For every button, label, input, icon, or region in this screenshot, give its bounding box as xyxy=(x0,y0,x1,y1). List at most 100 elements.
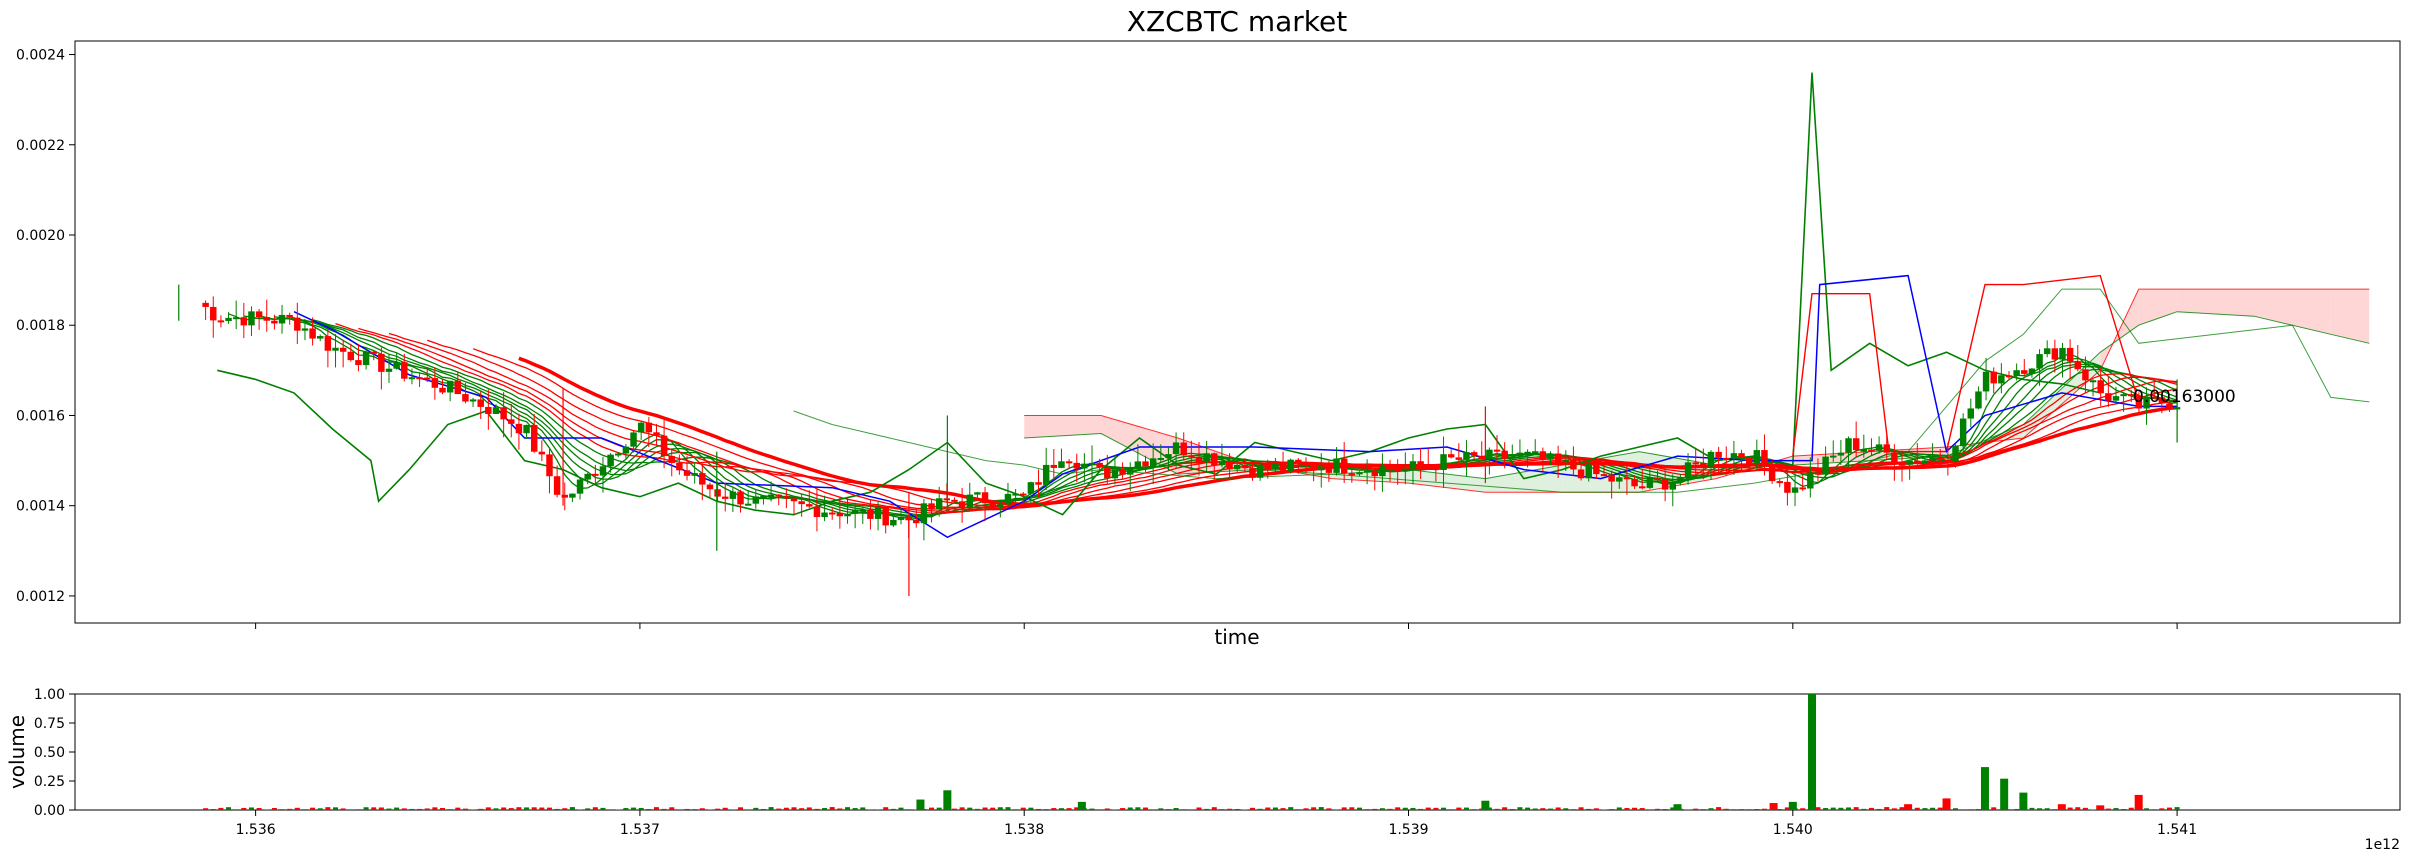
volume-x-tick-label: 1.539 xyxy=(1388,822,1428,838)
candle-down xyxy=(668,456,675,463)
volume-bar xyxy=(1716,807,1722,810)
candle-down xyxy=(355,360,362,366)
candle-up xyxy=(844,513,851,517)
volume-bar xyxy=(1013,809,1019,810)
volume-bar xyxy=(1914,807,1920,810)
volume-spike xyxy=(1788,801,1797,810)
candle-down xyxy=(1386,466,1394,470)
candle-down xyxy=(1608,474,1615,482)
candle-down xyxy=(1020,493,1027,496)
volume-bar xyxy=(1800,808,1806,810)
candle-up xyxy=(1463,452,1470,460)
candle-up xyxy=(362,351,370,366)
volume-bar xyxy=(2052,809,2058,810)
candle-up xyxy=(2013,370,2020,376)
volume-x-tick-label: 1.536 xyxy=(236,822,276,838)
volume-bar xyxy=(1204,808,1210,810)
volume-bar xyxy=(348,809,354,810)
volume-bar xyxy=(1326,808,1332,810)
candle-up xyxy=(1646,478,1654,488)
volume-bar xyxy=(1395,807,1401,810)
candle-down xyxy=(500,407,507,420)
volume-spike xyxy=(1980,767,1989,810)
candle-down xyxy=(1883,444,1890,453)
volume-bar xyxy=(203,808,209,810)
candle-down xyxy=(1035,482,1042,485)
y-tick-label: 0.0016 xyxy=(16,408,65,424)
volume-bar xyxy=(1005,807,1011,810)
candle-up xyxy=(1081,463,1088,469)
volume-bar xyxy=(1372,808,1378,810)
candle-up xyxy=(1952,446,1959,462)
candle-up xyxy=(2143,396,2150,409)
candle-down xyxy=(1738,453,1745,458)
volume-bar xyxy=(241,807,247,810)
candle-up xyxy=(1012,493,1019,496)
volume-y-tick-label: 0.50 xyxy=(34,745,65,761)
candle-down xyxy=(798,501,805,505)
volume-bar xyxy=(248,807,254,810)
candle-up xyxy=(1149,458,1157,467)
candle-down xyxy=(1447,454,1455,458)
volume-bar xyxy=(1930,807,1936,810)
candle-down xyxy=(2051,348,2059,360)
volume-bar xyxy=(2151,809,2157,810)
volume-bar xyxy=(1418,808,1424,810)
volume-bar xyxy=(1311,807,1317,810)
volume-spike xyxy=(2057,804,2066,810)
candle-down xyxy=(1570,460,1577,470)
candle-up xyxy=(1982,371,1990,392)
volume-bar xyxy=(485,807,491,810)
candle-down xyxy=(1104,467,1111,479)
volume-bar xyxy=(508,808,514,810)
candle-down xyxy=(347,351,355,361)
candle-down xyxy=(882,507,889,526)
leading-span-line xyxy=(793,288,2370,493)
candle-up xyxy=(1975,391,1982,409)
candle-down xyxy=(1142,461,1149,467)
volume-y-ticks: 0.00 0.25 0.50 0.75 1.00 xyxy=(34,687,75,819)
volume-bar xyxy=(799,808,805,810)
candle-up xyxy=(1677,477,1684,483)
volume-bar xyxy=(1975,809,1981,810)
candle-up xyxy=(1807,472,1814,489)
candle-up xyxy=(1860,449,1868,452)
volume-bar xyxy=(1525,807,1531,810)
volume-bar xyxy=(1219,809,1225,810)
candle-down xyxy=(828,512,836,515)
volume-bar xyxy=(371,807,377,810)
cloud-segment xyxy=(2023,352,2101,439)
volume-bar xyxy=(1036,808,1042,810)
volume-bar xyxy=(1379,808,1385,810)
ma-line xyxy=(518,356,2178,507)
volume-bar xyxy=(600,807,606,810)
volume-bar xyxy=(569,807,575,810)
volume-bar xyxy=(1654,808,1660,810)
volume-bar xyxy=(1448,809,1454,810)
candle-down xyxy=(309,328,316,339)
volume-bar xyxy=(1410,807,1416,810)
candle-down xyxy=(1745,457,1753,465)
volume-bar xyxy=(310,807,316,810)
volume-bar xyxy=(738,807,744,810)
volume-bar xyxy=(562,808,568,810)
cloud-segment xyxy=(2330,289,2370,344)
candle-down xyxy=(1371,470,1378,477)
candle-down xyxy=(958,501,966,508)
candle-up xyxy=(301,328,309,331)
candle-up xyxy=(1998,375,2005,384)
volume-bar xyxy=(1051,808,1057,810)
volume-bar xyxy=(1868,807,1874,810)
candle-down xyxy=(1715,451,1722,458)
volume-bar xyxy=(2174,807,2180,810)
candle-down xyxy=(1279,464,1287,471)
candle-down xyxy=(1936,457,1944,460)
candle-down xyxy=(339,347,347,352)
volume-bar xyxy=(1662,809,1668,810)
volume-bar xyxy=(585,808,591,810)
candle-up xyxy=(469,399,477,402)
volume-bar xyxy=(577,809,583,810)
candle-down xyxy=(508,419,515,424)
candle-down xyxy=(1554,453,1562,462)
volume-bar xyxy=(1876,808,1882,810)
